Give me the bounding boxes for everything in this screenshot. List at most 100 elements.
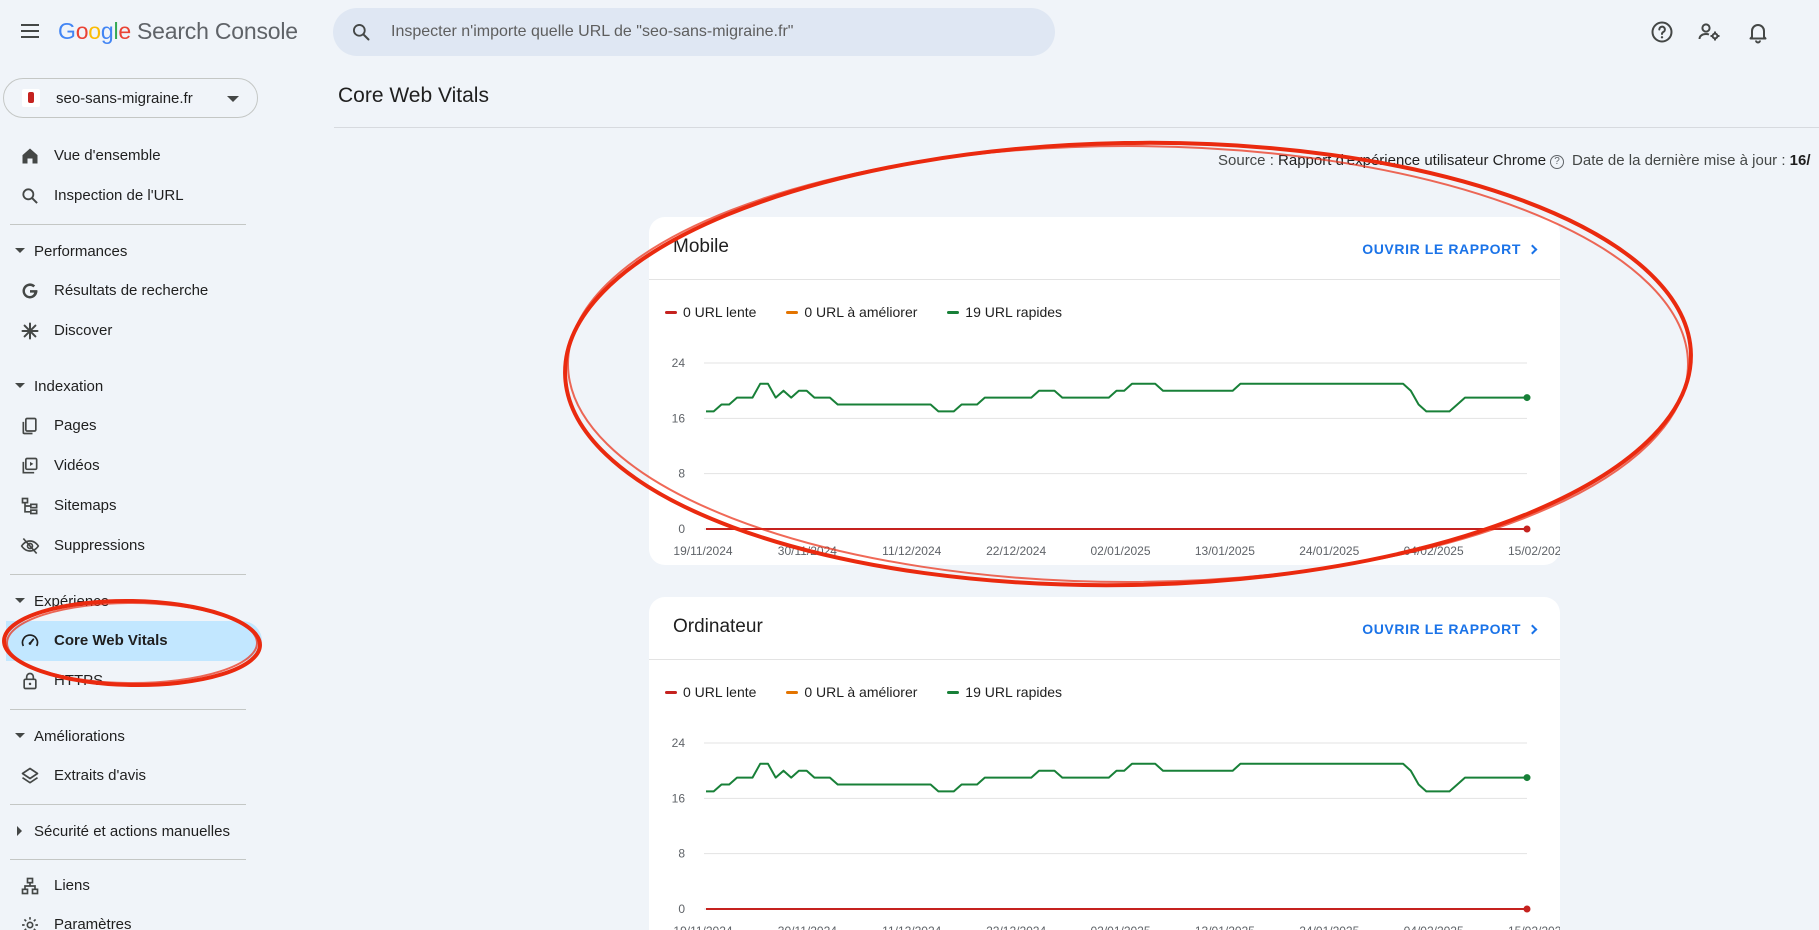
legend-label: 19 URL rapides (965, 684, 1063, 700)
search-console-logo[interactable]: Google Search Console (58, 18, 298, 45)
chart-legend: 0 URL lente 0 URL à améliorer 19 URL rap… (665, 684, 1088, 700)
sidebar-divider (10, 859, 246, 860)
logo-letter: e (118, 18, 131, 44)
mobile-card: Mobile OUVRIR LE RAPPORT 0 URL lente 0 U… (649, 217, 1560, 565)
y-tick-label: 8 (678, 467, 685, 481)
open-report-link[interactable]: OUVRIR LE RAPPORT (1362, 241, 1538, 257)
collapse-arrow-icon (15, 383, 25, 388)
series-end-point (1523, 905, 1531, 913)
legend-swatch (786, 311, 799, 314)
y-tick-label: 0 (678, 522, 685, 536)
x-tick-label: 11/12/2024 (882, 924, 941, 930)
google-g-icon (22, 283, 38, 299)
sidebar-item-discover[interactable]: Discover (0, 311, 260, 351)
x-tick-label: 13/01/2025 (1195, 924, 1255, 930)
card-title: Mobile (673, 236, 729, 257)
card-divider (649, 659, 1560, 660)
section-label: Indexation (34, 378, 104, 395)
legend-swatch (786, 691, 799, 694)
sidebar-item-label: Extraits d'avis (54, 767, 147, 784)
section-label: Améliorations (34, 728, 125, 745)
source-line: Source : Rapport d'expérience utilisateu… (1218, 152, 1811, 169)
visibility-off-icon (20, 537, 40, 555)
series-end-point (1523, 394, 1531, 402)
sidebar-item-settings[interactable]: Paramètres (0, 905, 260, 930)
legend-item-needs-improvement[interactable]: 0 URL à améliorer (786, 684, 917, 700)
x-tick-label: 30/11/2024 (778, 544, 837, 558)
logo-letter: o (75, 18, 89, 44)
property-selector[interactable]: seo-sans-migraine.fr (3, 78, 258, 118)
logo-product-name: Search Console (137, 18, 298, 44)
sidebar-divider (10, 709, 246, 710)
legend-label: 0 URL lente (683, 684, 757, 700)
sidebar-item-search-results[interactable]: Résultats de recherche (0, 271, 260, 311)
sidebar-item-videos[interactable]: Vidéos (0, 446, 260, 486)
app-header: Google Search Console (0, 0, 1819, 64)
x-tick-label: 04/02/2025 (1404, 544, 1464, 558)
sidebar-item-overview[interactable]: Vue d'ensemble (0, 136, 260, 176)
search-icon[interactable] (351, 22, 371, 42)
legend-label: 0 URL lente (683, 304, 757, 320)
gear-icon (22, 917, 38, 930)
help-icon[interactable] (1650, 20, 1674, 44)
legend-item-slow[interactable]: 0 URL lente (665, 304, 756, 320)
sidebar-item-sitemaps[interactable]: Sitemaps (0, 486, 260, 526)
expand-arrow-icon (17, 826, 22, 836)
speed-gauge-icon (21, 634, 39, 647)
legend-item-slow[interactable]: 0 URL lente (665, 684, 756, 700)
y-tick-label: 0 (678, 902, 685, 916)
sidebar-item-label: Vue d'ensemble (54, 147, 161, 164)
url-inspection-input[interactable] (391, 8, 1031, 56)
x-tick-label: 22/12/2024 (986, 544, 1046, 558)
sidebar-item-links[interactable]: Liens (0, 866, 260, 906)
sidebar-item-https[interactable]: HTTPS (0, 661, 260, 701)
series-line (706, 762, 1527, 793)
legend-swatch (947, 691, 960, 694)
main-menu-icon[interactable] (18, 20, 42, 44)
y-tick-label: 24 (672, 736, 686, 750)
open-report-link[interactable]: OUVRIR LE RAPPORT (1362, 621, 1538, 637)
sidebar-item-label: Liens (54, 877, 90, 894)
chart-legend: 0 URL lente 0 URL à améliorer 19 URL rap… (665, 304, 1088, 320)
mobile-line-chart: 0 8 16 24 19/11/2024 30/11/2024 11/12/2024 22/1… (672, 356, 1560, 558)
y-tick-label: 8 (678, 847, 685, 861)
open-report-label: OUVRIR LE RAPPORT (1362, 621, 1521, 637)
sidebar-item-label: Résultats de recherche (54, 282, 209, 299)
open-report-label: OUVRIR LE RAPPORT (1362, 241, 1521, 257)
x-tick-label: 04/02/2025 (1404, 924, 1464, 930)
section-toggle-enhancements[interactable]: Améliorations (0, 720, 250, 752)
desktop-line-chart: 0 8 16 24 19/11/2024 30/11/2024 11/12/2024 22/1… (672, 736, 1560, 930)
x-tick-label: 24/01/2025 (1299, 924, 1359, 930)
sidebar-item-label: Core Web Vitals (54, 632, 168, 649)
legend-label: 19 URL rapides (965, 304, 1063, 320)
y-tick-label: 16 (672, 411, 686, 425)
legend-item-needs-improvement[interactable]: 0 URL à améliorer (786, 304, 917, 320)
legend-item-fast[interactable]: 19 URL rapides (947, 304, 1062, 320)
sidebar-item-label: Vidéos (54, 457, 100, 474)
sidebar-item-review-snippets[interactable]: Extraits d'avis (0, 756, 260, 796)
x-tick-label: 11/12/2024 (882, 544, 941, 558)
card-divider (649, 279, 1560, 280)
legend-swatch (947, 311, 960, 314)
collapse-arrow-icon (15, 248, 25, 253)
manage-users-icon[interactable] (1697, 20, 1721, 44)
series-end-point (1523, 525, 1531, 533)
sidebar-item-removals[interactable]: Suppressions (0, 526, 260, 566)
section-toggle-security[interactable]: Sécurité et actions manuelles (0, 815, 250, 847)
section-toggle-performance[interactable]: Performances (0, 235, 250, 267)
section-toggle-experience[interactable]: Expérience (0, 585, 250, 617)
legend-item-fast[interactable]: 19 URL rapides (947, 684, 1062, 700)
sitemap-icon (21, 497, 38, 515)
sidebar-item-core-web-vitals[interactable]: Core Web Vitals (6, 621, 262, 661)
legend-label: 0 URL à améliorer (804, 684, 918, 700)
info-icon[interactable]: ? (1550, 155, 1565, 169)
x-tick-label: 02/01/2025 (1090, 544, 1150, 558)
site-favicon-icon (22, 89, 40, 107)
sidebar-item-pages[interactable]: Pages (0, 406, 260, 446)
sidebar-item-label: Discover (54, 322, 113, 339)
legend-swatch (665, 311, 677, 314)
sidebar-item-url-inspection[interactable]: Inspection de l'URL (0, 176, 260, 216)
section-toggle-indexing[interactable]: Indexation (0, 370, 250, 402)
url-inspection-search (333, 8, 1055, 56)
notifications-icon[interactable] (1746, 20, 1770, 44)
